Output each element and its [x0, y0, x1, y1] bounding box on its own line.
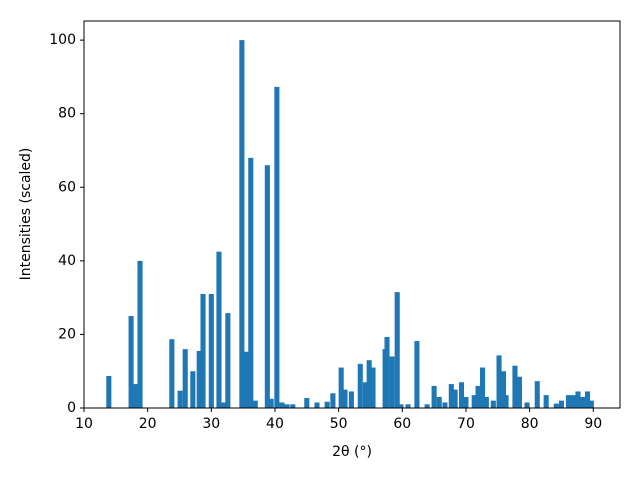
bar — [221, 402, 227, 408]
x-tick-label: 60 — [393, 416, 411, 432]
bar — [274, 86, 280, 408]
bar — [524, 402, 530, 408]
bar — [471, 395, 477, 408]
bar — [384, 337, 390, 408]
bar — [106, 375, 112, 408]
x-tick-label: 90 — [584, 416, 602, 432]
bar — [362, 382, 368, 408]
y-tick-label: 80 — [58, 106, 76, 122]
bar — [216, 251, 222, 408]
bar — [196, 350, 202, 408]
axes-frame — [83, 20, 621, 409]
bar — [496, 355, 502, 408]
bar — [370, 367, 376, 408]
bar — [588, 400, 594, 408]
bar — [330, 393, 336, 408]
bar — [290, 404, 296, 408]
bar — [534, 381, 540, 408]
bar — [304, 398, 310, 408]
bar — [575, 391, 581, 408]
bar — [512, 365, 518, 408]
bar — [389, 356, 395, 408]
bar — [553, 403, 559, 408]
y-tick-label: 20 — [58, 326, 76, 342]
bar — [436, 396, 442, 408]
bar — [248, 157, 254, 408]
bar — [458, 382, 465, 408]
bar — [431, 385, 437, 408]
bar — [200, 293, 206, 408]
y-tick-label: 40 — [58, 253, 76, 269]
bar — [239, 40, 245, 409]
bar — [279, 402, 285, 408]
y-axis-label: Intensities (scaled) — [18, 148, 34, 281]
bar — [338, 367, 344, 408]
x-tick-label: 70 — [457, 416, 475, 432]
x-tick-label: 80 — [521, 416, 539, 432]
x-tick-label: 30 — [202, 416, 220, 432]
bar — [208, 293, 214, 408]
bar — [565, 395, 571, 408]
bar — [169, 339, 175, 408]
bar — [500, 371, 507, 408]
bar — [348, 391, 354, 408]
x-tick-label: 20 — [139, 416, 157, 432]
bar — [558, 400, 564, 408]
bar — [190, 371, 196, 408]
x-tick-label: 50 — [330, 416, 348, 432]
bar — [479, 367, 486, 408]
bar — [284, 404, 290, 408]
bar — [584, 391, 591, 408]
bar — [424, 404, 430, 408]
bar — [357, 363, 363, 408]
bar — [132, 384, 138, 408]
y-tick-label: 60 — [58, 179, 76, 195]
bar — [137, 260, 143, 408]
bar — [252, 400, 258, 408]
bar — [314, 402, 320, 408]
bar — [483, 396, 489, 408]
bar — [342, 389, 348, 408]
bar — [182, 349, 188, 408]
bar — [448, 384, 454, 408]
x-tick-label: 10 — [75, 416, 93, 432]
bar — [579, 396, 585, 408]
bar — [366, 360, 372, 408]
bar — [128, 316, 134, 408]
bar — [398, 404, 404, 408]
bar — [405, 404, 411, 408]
bar — [268, 398, 274, 408]
x-tick-label: 40 — [266, 416, 284, 432]
y-tick-label: 100 — [49, 32, 76, 48]
bar — [452, 389, 458, 408]
bar — [225, 313, 231, 408]
bar — [177, 390, 183, 408]
plot-area — [84, 21, 620, 408]
bar — [463, 396, 469, 408]
bar — [324, 401, 330, 408]
bar — [516, 376, 522, 408]
x-axis-label: 2θ (°) — [332, 444, 372, 460]
bar — [475, 385, 481, 408]
bar — [570, 395, 577, 408]
bar — [543, 395, 549, 408]
y-tick-label: 0 — [67, 400, 76, 416]
bar — [264, 165, 270, 408]
bar — [243, 351, 249, 408]
bar — [414, 341, 420, 408]
bar — [394, 292, 400, 408]
bar — [490, 400, 496, 408]
bar — [442, 402, 448, 408]
bar — [503, 395, 509, 408]
